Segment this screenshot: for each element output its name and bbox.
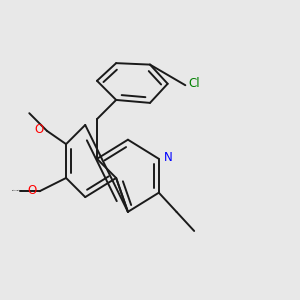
Text: O: O <box>27 184 37 197</box>
Text: O: O <box>35 124 44 136</box>
Text: methoxy: methoxy <box>17 190 24 191</box>
Text: N: N <box>164 151 173 164</box>
Text: methoxy: methoxy <box>12 190 18 191</box>
Text: Cl: Cl <box>189 77 200 90</box>
